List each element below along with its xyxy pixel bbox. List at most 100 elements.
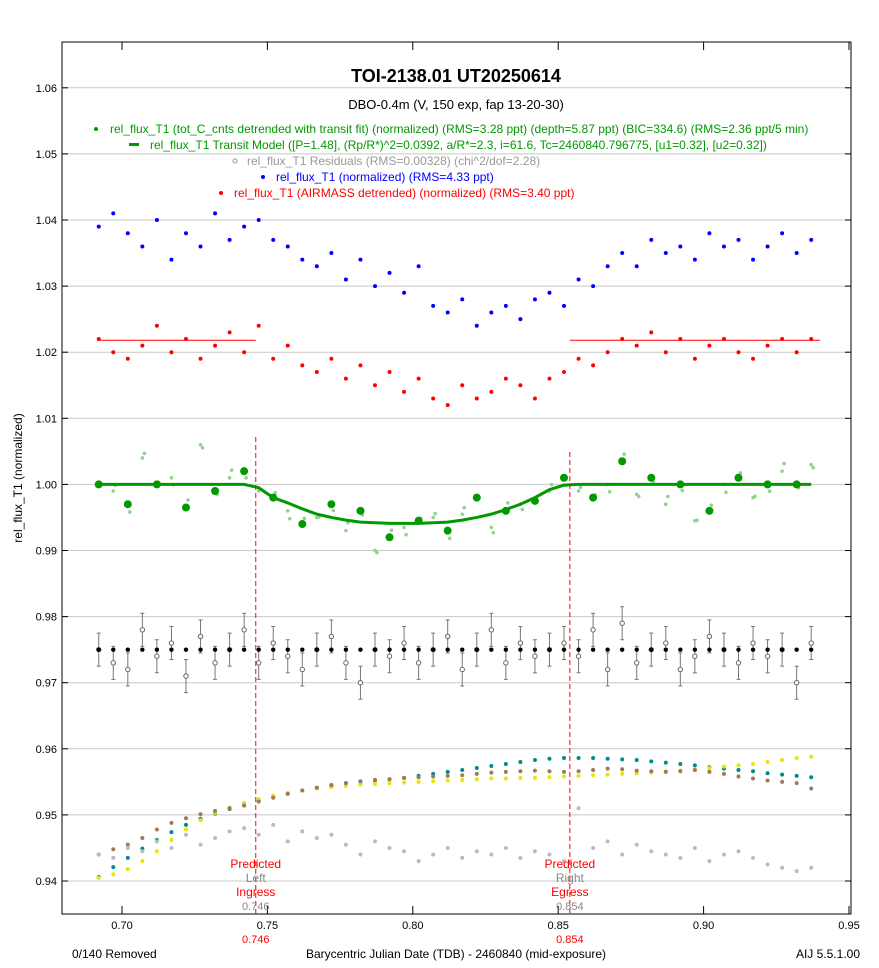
data-point xyxy=(154,218,159,222)
marker-value-gray: 0.854 xyxy=(556,901,584,913)
data-point xyxy=(460,855,465,860)
data-point xyxy=(634,492,639,497)
y-tick-label: 1.00 xyxy=(36,479,57,491)
data-point xyxy=(692,763,697,768)
residual-zero-line-point xyxy=(808,647,814,652)
data-point xyxy=(387,845,392,850)
unbinned-point xyxy=(142,451,147,456)
data-point xyxy=(503,769,508,774)
residual-point xyxy=(532,653,538,659)
data-point xyxy=(765,244,770,249)
data-point xyxy=(358,257,363,262)
data-point xyxy=(765,343,770,348)
data-point xyxy=(271,795,276,800)
data-point xyxy=(198,244,203,249)
data-point xyxy=(591,363,596,368)
data-point xyxy=(678,244,683,249)
data-point xyxy=(416,779,421,784)
data-point xyxy=(736,350,741,355)
data-point xyxy=(431,515,435,520)
residual-zero-line-point xyxy=(227,647,232,652)
data-point xyxy=(809,237,814,242)
residual-point xyxy=(110,660,116,666)
data-point xyxy=(562,370,567,375)
data-point xyxy=(751,855,756,860)
data-point xyxy=(285,839,290,844)
y-tick-label: 0.96 xyxy=(36,744,57,756)
data-point xyxy=(562,303,567,308)
residual-point xyxy=(663,640,669,646)
data-point xyxy=(372,781,377,786)
data-point xyxy=(736,767,741,772)
binned-point xyxy=(181,503,190,512)
residual-zero-line-point xyxy=(736,647,741,652)
residual-zero-line-point xyxy=(416,647,421,652)
data-point xyxy=(271,356,276,361)
y-tick-label: 1.02 xyxy=(36,347,57,359)
residual-zero-line-point xyxy=(489,647,494,652)
data-point xyxy=(547,775,552,780)
residual-point xyxy=(125,666,131,673)
residual-zero-line-point xyxy=(460,647,465,652)
data-point xyxy=(96,336,101,341)
data-point xyxy=(111,350,116,355)
unbinned-point xyxy=(331,508,336,513)
data-point xyxy=(329,783,334,788)
residual-point xyxy=(401,640,407,646)
data-point xyxy=(474,771,479,776)
data-point xyxy=(169,350,174,355)
residual-point xyxy=(793,680,800,686)
data-point xyxy=(96,875,101,880)
residual-zero-line-point xyxy=(692,647,698,652)
data-point xyxy=(183,231,188,236)
series-rel-flux-t1-transit-model xyxy=(98,482,812,525)
data-point xyxy=(227,237,232,242)
unbinned-point xyxy=(622,452,626,456)
binned-point xyxy=(443,526,452,535)
residual-zero-line-point xyxy=(198,647,203,652)
data-point xyxy=(431,779,436,784)
data-point xyxy=(474,849,479,854)
residual-zero-line-point xyxy=(678,647,683,652)
data-point xyxy=(649,237,654,242)
data-point xyxy=(518,317,523,322)
data-point xyxy=(256,323,261,328)
data-point xyxy=(242,826,247,831)
series-comparison-gray- xyxy=(96,806,814,874)
data-point xyxy=(576,806,581,811)
residual-zero-line-point xyxy=(518,647,523,652)
data-point xyxy=(692,845,697,850)
data-point xyxy=(111,872,116,877)
data-point xyxy=(474,765,479,770)
residual-zero-line-point xyxy=(343,647,349,652)
data-point xyxy=(314,370,319,375)
data-point xyxy=(183,827,188,832)
data-point xyxy=(678,855,683,860)
y-tick-label: 0.99 xyxy=(36,546,57,558)
marker-label-predicted: Predicted xyxy=(544,857,595,871)
unbinned-point xyxy=(767,489,772,493)
data-point xyxy=(329,832,334,837)
x-tick-label: 0.90 xyxy=(693,920,714,932)
residual-zero-line-point xyxy=(358,647,363,652)
data-point xyxy=(649,759,654,764)
data-point xyxy=(111,489,116,493)
data-point xyxy=(751,762,756,767)
data-point xyxy=(329,356,334,361)
unbinned-point xyxy=(491,530,496,535)
data-point xyxy=(169,820,174,825)
residual-zero-line-point xyxy=(329,647,334,652)
data-point xyxy=(140,836,145,841)
data-point xyxy=(358,782,363,787)
data-point xyxy=(169,830,174,835)
unbinned-point xyxy=(506,501,510,505)
data-point xyxy=(460,512,465,516)
residual-zero-line-point xyxy=(649,647,654,652)
data-point xyxy=(474,777,479,782)
data-point xyxy=(663,251,668,256)
data-point xyxy=(605,766,610,771)
data-point xyxy=(663,350,668,355)
data-point xyxy=(663,852,668,857)
binned-point xyxy=(647,473,656,482)
residual-point xyxy=(590,627,596,633)
